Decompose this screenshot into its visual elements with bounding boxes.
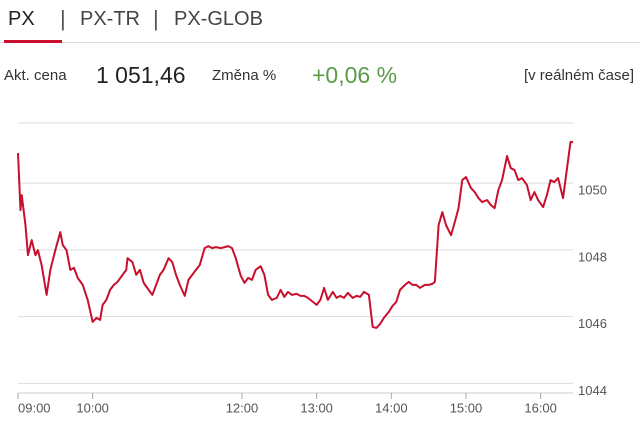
price-line — [17, 141, 573, 329]
y-tick-label: 1048 — [578, 249, 607, 264]
tab[interactable]: PX-GLOB — [174, 8, 263, 30]
x-tick-label: 13:00 — [300, 400, 333, 415]
separator: | — [153, 6, 159, 31]
y-tick-label: 1050 — [578, 183, 607, 198]
y-tick-label: 1046 — [578, 316, 607, 331]
tab[interactable]: PX-TR — [80, 8, 140, 30]
active-indicator — [4, 40, 62, 43]
price: 1 051,46 — [96, 62, 186, 88]
x-tick-label: 10:00 — [76, 400, 109, 415]
x-tick-label: 16:00 — [524, 400, 557, 415]
separator: | — [60, 6, 66, 31]
price-label: Akt. cena — [4, 67, 67, 84]
x-tick-label: 12:00 — [226, 400, 259, 415]
x-tick-label: 14:00 — [375, 400, 408, 415]
change: +0,06 % — [312, 62, 398, 88]
change-label: Změna % — [212, 67, 277, 84]
tab[interactable]: PX — [8, 8, 35, 30]
realtime-note: [v reálném čase] — [523, 67, 634, 84]
x-tick-label: 09:00 — [18, 400, 51, 415]
y-tick-label: 1044 — [578, 383, 607, 398]
tabs: PX | PX-TR | PX-GLOB — [0, 0, 640, 43]
x-tick-label: 15:00 — [450, 400, 483, 415]
